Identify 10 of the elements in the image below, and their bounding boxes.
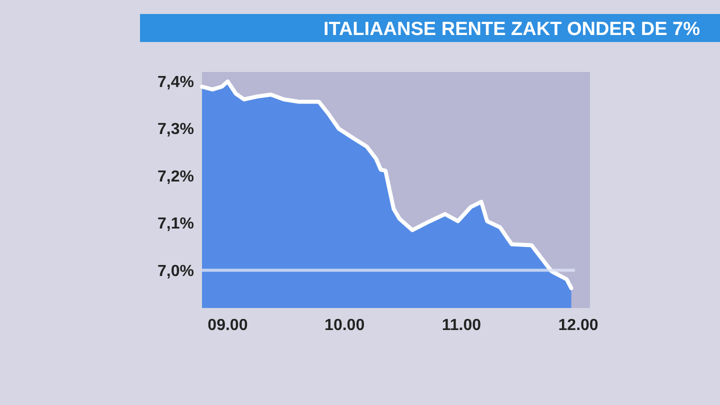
- y-tick-label: 7,2%: [158, 168, 194, 186]
- y-tick-label: 7,3%: [158, 121, 194, 138]
- x-tick-label: 11.00: [442, 317, 482, 334]
- x-tick-label: 12.00: [558, 317, 598, 334]
- y-tick-label: 7,0%: [158, 262, 194, 280]
- y-tick-label: 7,1%: [158, 216, 194, 233]
- chart-title: ITALIAANSE RENTE ZAKT ONDER DE 7%: [323, 19, 700, 40]
- x-tick-label: 10.00: [324, 317, 365, 334]
- x-tick-label: 09.00: [208, 317, 248, 334]
- y-tick-label: 7,4%: [158, 74, 194, 92]
